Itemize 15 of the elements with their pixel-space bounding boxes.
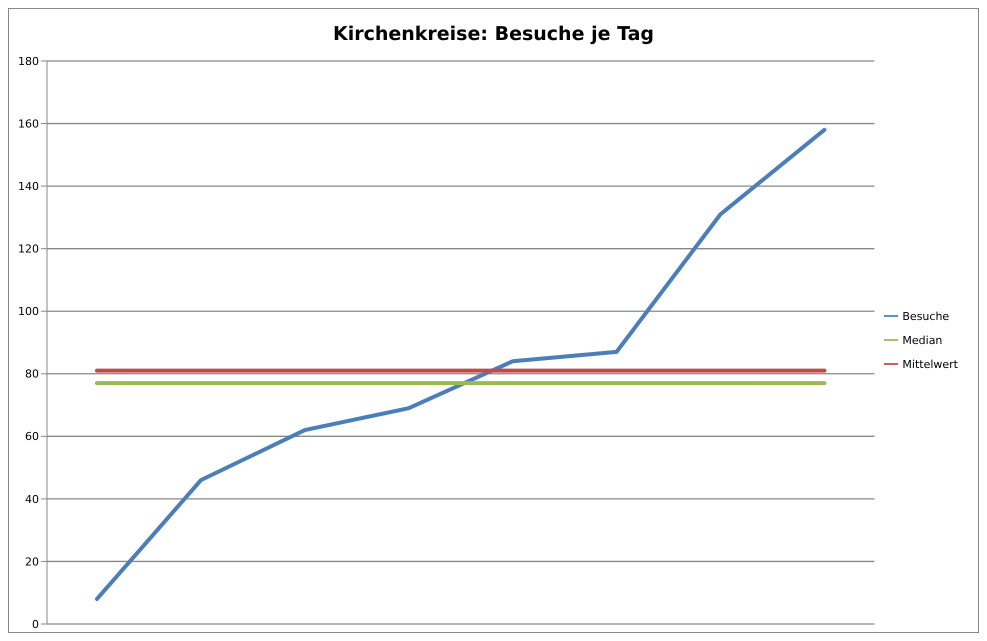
legend-label: Median xyxy=(902,334,942,346)
y-tick-label: 160 xyxy=(18,117,39,130)
y-tick-label: 80 xyxy=(25,368,39,381)
y-tick-label: 100 xyxy=(18,305,39,318)
y-tick-label: 120 xyxy=(18,242,39,256)
y-tick-label: 40 xyxy=(25,492,39,506)
y-tick-label: 140 xyxy=(18,180,39,194)
line-series xyxy=(95,128,826,601)
legend-label: Besuche xyxy=(902,310,950,322)
y-tick-label: 20 xyxy=(25,555,39,568)
y-tick-label: 0 xyxy=(32,618,39,631)
chart-title: Kirchenkreise: Besuche je Tag xyxy=(332,22,656,47)
y-tick-label: 180 xyxy=(18,54,39,68)
y-tick-label: 60 xyxy=(25,430,39,444)
legend-label: Mittelwert xyxy=(902,358,958,370)
